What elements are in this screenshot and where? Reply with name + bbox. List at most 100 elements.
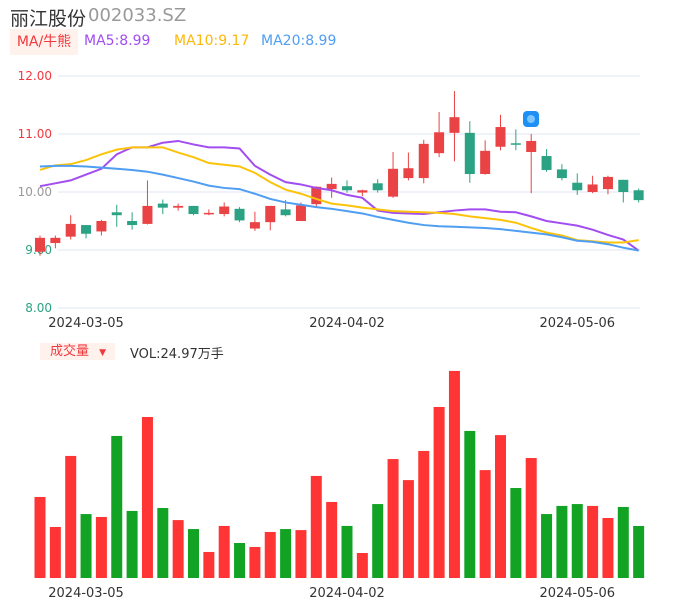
- volume-bar: [387, 459, 399, 578]
- volume-bar: [95, 516, 107, 578]
- volume-bar: [188, 529, 199, 578]
- volume-bar: [556, 505, 568, 578]
- candle-body: [449, 117, 460, 133]
- candle-body: [265, 205, 276, 223]
- candle-body: [618, 179, 629, 192]
- stock-name: 丽江股份: [10, 8, 87, 30]
- volume-bar: [80, 514, 92, 578]
- volume-bar: [126, 510, 138, 578]
- candle-body: [480, 150, 491, 175]
- volume-bar: [203, 551, 215, 578]
- candle-body: [111, 212, 122, 216]
- volume-bar: [510, 488, 522, 578]
- candle-body: [556, 169, 567, 179]
- volume-bar: [218, 525, 230, 578]
- volume-bar: [310, 475, 322, 578]
- dropdown-arrow-icon: ▼: [99, 348, 107, 358]
- x-tick-label: 2024-04-02: [309, 316, 385, 331]
- volume-button-label: 成交量: [50, 344, 90, 359]
- candle-body: [173, 205, 184, 208]
- candle-body: [418, 143, 429, 179]
- candle-body: [127, 221, 138, 226]
- candle-body: [295, 205, 306, 221]
- volume-bar: [433, 406, 445, 578]
- candle-body: [372, 183, 383, 191]
- y-tick-label: 10.00: [18, 185, 52, 199]
- volume-bar: [372, 504, 384, 578]
- candle-body: [633, 190, 644, 201]
- candle-body: [203, 212, 214, 215]
- candle-body: [188, 205, 199, 215]
- candle-body: [388, 168, 399, 197]
- volume-bar: [49, 526, 61, 578]
- candle-body: [65, 223, 76, 237]
- volume-bar: [479, 470, 491, 578]
- candle-body: [464, 132, 475, 175]
- candle-body: [434, 132, 445, 154]
- candle-body: [342, 186, 352, 191]
- candle-body: [587, 184, 598, 192]
- y-tick-label: 12.00: [18, 69, 52, 83]
- volume-bar: [172, 520, 184, 578]
- volume-bar: [141, 416, 153, 578]
- candle-body: [249, 222, 260, 229]
- volume-bar: [34, 496, 46, 578]
- candle-body: [510, 143, 521, 145]
- volume-bar: [464, 430, 476, 578]
- volume-bar: [295, 530, 307, 578]
- volume-bar: [111, 435, 123, 578]
- candle-body: [602, 176, 613, 190]
- volume-x-tick-label: 2024-05-06: [539, 586, 615, 601]
- candle-body: [403, 168, 414, 179]
- candle-body: [234, 208, 245, 221]
- ma20-line: [39, 164, 639, 252]
- volume-bar: [280, 529, 292, 578]
- volume-bar: [402, 480, 414, 578]
- volume-bar: [356, 553, 368, 578]
- volume-bar: [157, 508, 169, 578]
- candle-body: [526, 140, 537, 152]
- bear-badge-icon-dot: [527, 115, 535, 123]
- volume-bar: [65, 455, 77, 578]
- volume-bar: [525, 458, 537, 578]
- volume-bar: [587, 505, 599, 578]
- volume-x-tick-label: 2024-04-02: [309, 586, 385, 601]
- stock-code: 002033.SZ: [88, 5, 187, 26]
- volume-bar: [448, 370, 460, 578]
- candle-body: [541, 156, 552, 170]
- volume-bar: [264, 531, 276, 578]
- volume-bar: [633, 525, 645, 578]
- y-tick-label: 11.00: [18, 127, 52, 141]
- candle-body: [357, 190, 368, 193]
- volume-bar: [602, 518, 614, 578]
- ma5-legend: MA5:8.99: [84, 33, 151, 49]
- x-tick-label: 2024-03-05: [48, 316, 124, 331]
- candle-body: [81, 225, 92, 234]
- candle-body: [219, 206, 230, 215]
- ma-indicator-button[interactable]: MA/牛熊: [10, 29, 78, 55]
- volume-bar: [418, 450, 430, 578]
- candle-body: [142, 205, 153, 224]
- volume-bar: [617, 506, 629, 578]
- volume-indicator-button[interactable]: 成交量 ▼: [40, 343, 115, 360]
- volume-bar: [234, 543, 246, 578]
- volume-bar: [341, 525, 353, 578]
- candle-body: [311, 186, 322, 205]
- candle-body: [572, 182, 583, 191]
- candle-body: [50, 237, 61, 244]
- y-tick-label: 8.00: [25, 301, 52, 315]
- candle-body: [280, 209, 291, 216]
- ma10-legend: MA10:9.17: [174, 33, 250, 49]
- candle-body: [495, 127, 506, 147]
- volume-bar: [571, 504, 583, 578]
- volume-bar: [326, 501, 338, 578]
- candle-body: [96, 221, 107, 232]
- candle-body: [35, 237, 45, 252]
- volume-bar: [495, 435, 506, 578]
- volume-x-tick-label: 2024-03-05: [48, 586, 124, 601]
- ma10-line: [39, 146, 639, 244]
- ma20-legend: MA20:8.99: [261, 33, 337, 49]
- candle-body: [157, 203, 168, 208]
